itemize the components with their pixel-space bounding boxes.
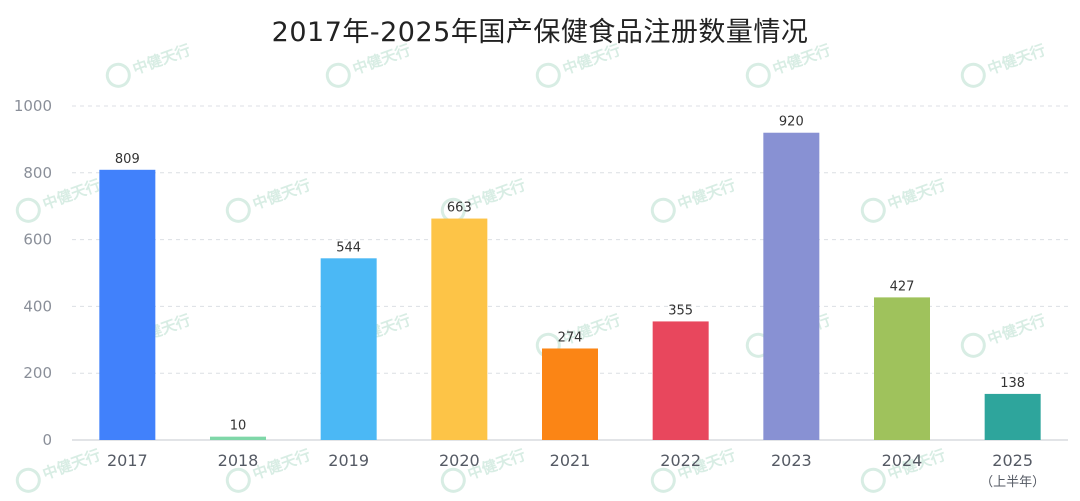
watermark-logo-icon — [745, 62, 771, 88]
y-tick-label: 1000 — [14, 97, 52, 115]
watermark-logo: 中健天行 — [105, 41, 193, 88]
watermark-text: 中健天行 — [40, 446, 103, 483]
y-tick-label: 800 — [23, 164, 52, 182]
x-tick-note: （上半年） — [980, 475, 1045, 490]
x-tick-label: 2025 — [992, 451, 1033, 470]
watermark-text: 中健天行 — [130, 41, 193, 78]
watermark-text: 中健天行 — [985, 311, 1048, 348]
watermark-text: 中健天行 — [770, 41, 833, 78]
watermark-logo: 中健天行 — [960, 311, 1048, 358]
y-tick-label: 0 — [42, 431, 52, 449]
x-tick-label: 2018 — [218, 451, 259, 470]
watermark-text: 中健天行 — [250, 176, 313, 213]
watermark-logo-icon — [860, 467, 886, 493]
watermark-logo: 中健天行 — [225, 176, 313, 223]
watermark-text: 中健天行 — [675, 176, 738, 213]
watermark-logo-icon — [860, 197, 886, 223]
data-label-2019: 544 — [336, 240, 361, 255]
x-tick-label: 2024 — [882, 451, 923, 470]
watermark-text: 中健天行 — [885, 176, 948, 213]
data-label-2020: 663 — [447, 201, 472, 216]
watermark-logo-icon — [225, 197, 251, 223]
watermark-logo: 中健天行 — [15, 446, 103, 493]
x-tick-label: 2017 — [107, 451, 148, 470]
data-label-2024: 427 — [890, 279, 915, 294]
watermark-text: 中健天行 — [250, 446, 313, 483]
watermark-logo-icon — [650, 467, 676, 493]
data-label-2022: 355 — [668, 303, 693, 318]
watermark-logo-icon — [225, 467, 251, 493]
data-label-2023: 920 — [779, 115, 804, 130]
watermark-logo: 中健天行 — [325, 41, 413, 88]
watermark-logo: 中健天行 — [535, 41, 623, 88]
watermark-logo: 中健天行 — [960, 41, 1048, 88]
watermark-logo-icon — [325, 62, 351, 88]
data-label-2017: 809 — [115, 152, 140, 167]
watermark-logo: 中健天行 — [650, 176, 738, 223]
y-tick-label: 400 — [23, 297, 52, 315]
x-tick-label: 2020 — [439, 451, 480, 470]
watermark-logo-icon — [650, 197, 676, 223]
bar-2019[interactable] — [320, 258, 377, 440]
watermark-logo: 中健天行 — [860, 176, 948, 223]
bar-2025[interactable] — [984, 393, 1041, 440]
watermark-logo-icon — [535, 62, 561, 88]
bar-2018[interactable] — [210, 436, 266, 440]
watermark-text: 中健天行 — [985, 41, 1048, 78]
watermark-logo-icon — [960, 62, 986, 88]
bar-2022[interactable] — [652, 321, 709, 440]
watermark-logo-icon — [15, 467, 41, 493]
data-label-2018: 10 — [230, 419, 247, 434]
bar-2024[interactable] — [874, 297, 930, 440]
bar-2023[interactable] — [763, 132, 820, 440]
chart-title: 2017年-2025年国产保健食品注册数量情况 — [271, 17, 809, 48]
x-tick-label: 2019 — [328, 451, 369, 470]
bar-2017[interactable] — [99, 169, 156, 440]
watermark-logo-icon — [960, 332, 986, 358]
watermark-text: 中健天行 — [465, 176, 528, 213]
watermark-logo: 中健天行 — [440, 176, 528, 223]
watermark-logo-icon — [440, 467, 466, 493]
data-label-2021: 274 — [558, 330, 583, 345]
x-tick-label: 2021 — [550, 451, 591, 470]
bar-2020[interactable] — [431, 218, 488, 440]
bar-2021[interactable] — [542, 348, 598, 440]
watermark-text: 中健天行 — [560, 41, 623, 78]
y-tick-label: 200 — [23, 364, 52, 382]
watermark-logo-icon — [105, 62, 131, 88]
x-tick-label: 2022 — [660, 451, 701, 470]
x-tick-label: 2023 — [771, 451, 812, 470]
watermark-logo: 中健天行 — [745, 41, 833, 88]
watermark-logo-icon — [15, 197, 41, 223]
y-tick-label: 600 — [23, 231, 52, 249]
data-label-2025: 138 — [1000, 376, 1025, 391]
watermark-text: 中健天行 — [350, 41, 413, 78]
